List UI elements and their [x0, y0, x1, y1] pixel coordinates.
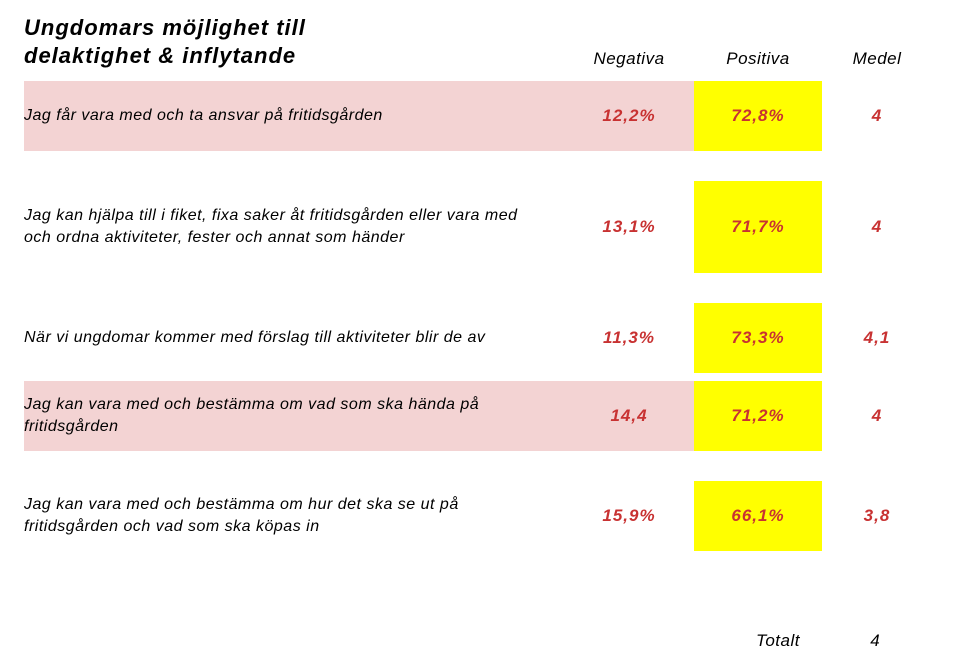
title-line-1: Ungdomars möjlighet till — [24, 15, 306, 40]
cell-positiva: 71,7% — [694, 181, 822, 273]
footer-row: Totalt 4 — [24, 631, 936, 651]
row-gap — [24, 273, 936, 303]
footer-label: Totalt — [692, 631, 820, 651]
footer-spacer — [24, 631, 564, 651]
cell-positiva: 73,3% — [694, 303, 822, 373]
row-label: Jag kan hjälpa till i fiket, fixa saker … — [24, 181, 564, 273]
cell-negativa: 14,4 — [564, 381, 694, 451]
row-label: Jag kan vara med och bestämma om hur det… — [24, 481, 564, 551]
cell-negativa: 11,3% — [564, 303, 694, 373]
cell-medel: 4 — [822, 81, 932, 151]
cell-positiva: 72,8% — [694, 81, 822, 151]
document-page: Ungdomars möjlighet till delaktighet & i… — [0, 0, 960, 671]
row-gap-small — [24, 373, 936, 381]
col-header-positiva: Positiva — [694, 49, 822, 69]
header-row: Ungdomars möjlighet till delaktighet & i… — [24, 14, 936, 69]
cell-medel: 4 — [822, 381, 932, 451]
table-row: Jag kan vara med och bestämma om vad som… — [24, 381, 936, 451]
cell-medel: 4,1 — [822, 303, 932, 373]
cell-positiva: 71,2% — [694, 381, 822, 451]
cell-negativa: 12,2% — [564, 81, 694, 151]
table-row: Jag får vara med och ta ansvar på fritid… — [24, 81, 936, 151]
cell-medel: 3,8 — [822, 481, 932, 551]
cell-negativa: 13,1% — [564, 181, 694, 273]
page-title: Ungdomars möjlighet till delaktighet & i… — [24, 14, 564, 69]
cell-positiva: 66,1% — [694, 481, 822, 551]
col-header-negativa: Negativa — [564, 49, 694, 69]
row-label: Jag kan vara med och bestämma om vad som… — [24, 381, 564, 451]
cell-medel: 4 — [822, 181, 932, 273]
table-row: Jag kan vara med och bestämma om hur det… — [24, 481, 936, 551]
row-label: Jag får vara med och ta ansvar på fritid… — [24, 81, 564, 151]
row-gap — [24, 151, 936, 181]
footer-value: 4 — [820, 631, 930, 651]
row-label: När vi ungdomar kommer med förslag till … — [24, 303, 564, 373]
footer-empty-1 — [564, 631, 692, 651]
col-header-medel: Medel — [822, 49, 932, 69]
rows-container: Jag får vara med och ta ansvar på fritid… — [24, 81, 936, 551]
cell-negativa: 15,9% — [564, 481, 694, 551]
table-row: Jag kan hjälpa till i fiket, fixa saker … — [24, 181, 936, 273]
table-row: När vi ungdomar kommer med förslag till … — [24, 303, 936, 373]
row-gap — [24, 451, 936, 481]
title-line-2: delaktighet & inflytande — [24, 43, 296, 68]
